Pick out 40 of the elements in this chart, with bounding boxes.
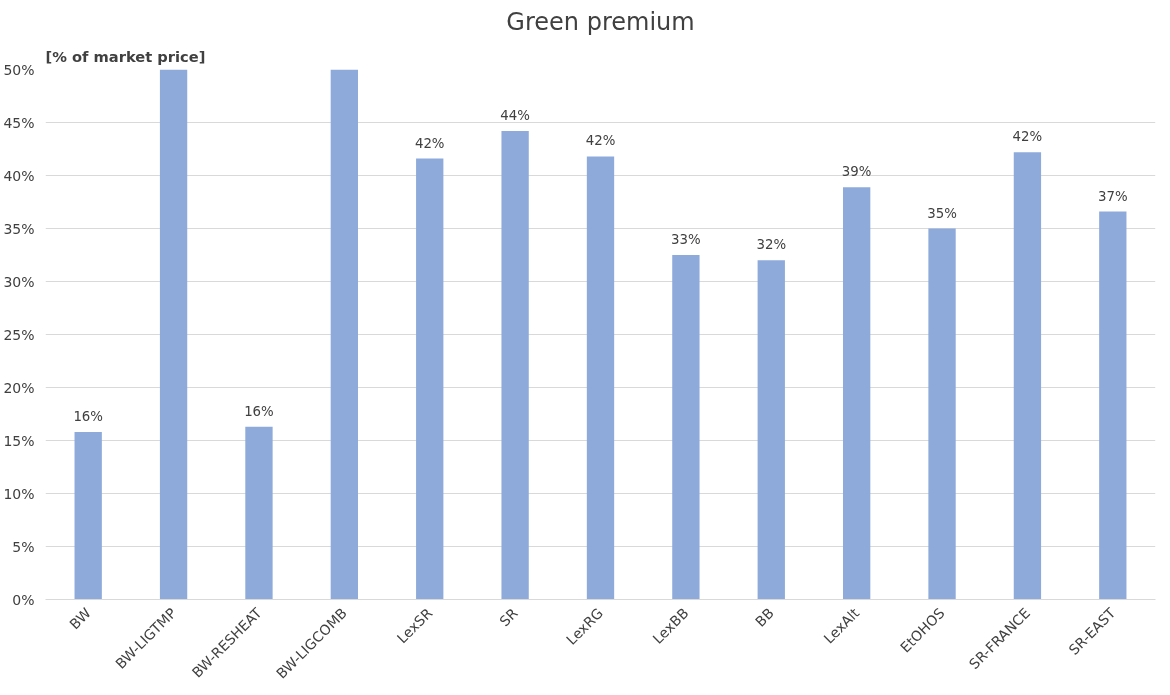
data-label: 33%	[671, 232, 701, 247]
bar	[1013, 152, 1042, 600]
data-label: 39%	[841, 164, 872, 180]
data-label: 35%	[927, 205, 957, 221]
bar	[842, 187, 871, 600]
y-tick-label: 35%	[3, 220, 35, 237]
bar	[928, 228, 956, 600]
y-tick-label: 25%	[3, 326, 35, 343]
y-axis-title: [% of market price]	[45, 47, 206, 65]
y-tick-label: 10%	[3, 485, 35, 502]
bar	[501, 130, 529, 600]
chart-title: Green premium	[506, 7, 695, 36]
data-label: 42%	[585, 133, 616, 149]
bar	[416, 158, 444, 600]
y-tick-label: 0%	[12, 591, 35, 608]
x-tick-label: BB	[752, 604, 777, 630]
x-tick-label: SR	[496, 604, 521, 630]
bar	[1099, 211, 1127, 600]
y-tick-label: 5%	[12, 538, 35, 555]
y-tick-label: 40%	[3, 167, 35, 184]
bar	[672, 255, 700, 600]
bar	[74, 432, 102, 600]
data-label: 37%	[1098, 188, 1128, 204]
y-tick-label: 20%	[3, 379, 35, 396]
data-label: 42%	[414, 135, 445, 151]
x-tick-label: BW	[66, 604, 94, 633]
bar	[245, 426, 273, 600]
bar	[330, 69, 359, 600]
data-label: 42%	[1012, 129, 1043, 145]
bar	[757, 260, 785, 600]
y-tick-label: 15%	[3, 432, 35, 449]
data-label: 44%	[500, 107, 530, 123]
y-tick-label: 45%	[3, 114, 35, 131]
data-label: 16%	[73, 409, 104, 425]
data-label: 32%	[756, 237, 787, 253]
data-label: 16%	[244, 403, 274, 419]
bar	[586, 156, 615, 600]
bar	[159, 69, 188, 600]
y-tick-label: 30%	[3, 273, 35, 290]
y-tick-label: 50%	[3, 61, 35, 78]
